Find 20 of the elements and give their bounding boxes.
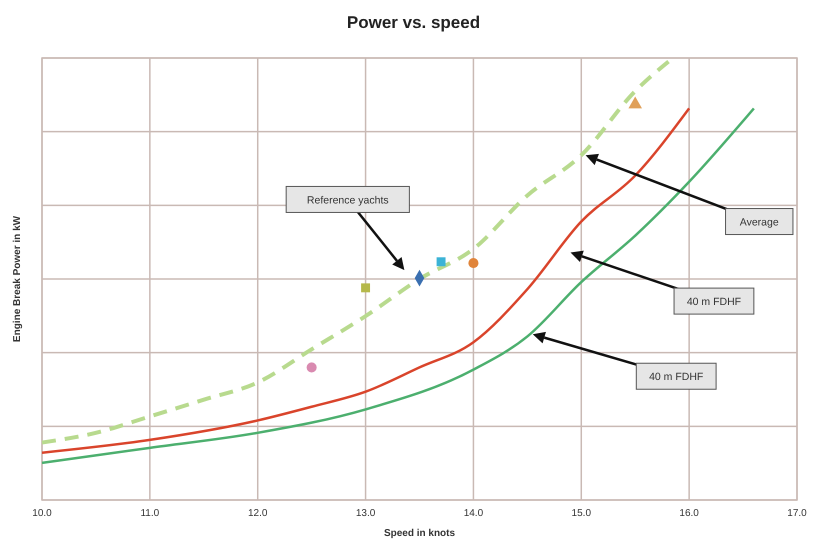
x-axis-title: Speed in knots [384, 528, 456, 539]
x-tick-label: 15.0 [572, 508, 592, 519]
x-tick-label: 12.0 [248, 508, 268, 519]
point [306, 362, 317, 372]
point [628, 96, 642, 108]
y-axis-title: Engine Break Power in kW [12, 215, 23, 342]
annotation: Average [740, 216, 779, 229]
x-tick-label: 17.0 [787, 508, 808, 519]
x-tick-label: 13.0 [356, 508, 376, 519]
annotation: 40 m FDHF [649, 371, 704, 384]
annotation: 40 m FDHF [686, 296, 742, 308]
annotation: Reference yachts [306, 194, 389, 206]
x-tick-label: 16.0 [679, 508, 700, 519]
x-tick-label: 14.0 [464, 508, 484, 519]
point [436, 257, 446, 266]
x-tick-label: 11.0 [140, 508, 160, 519]
point [468, 258, 478, 268]
chart-title: Power vs. speed [346, 13, 480, 32]
x-tick-label: 10.0 [32, 508, 52, 519]
point [361, 283, 370, 292]
